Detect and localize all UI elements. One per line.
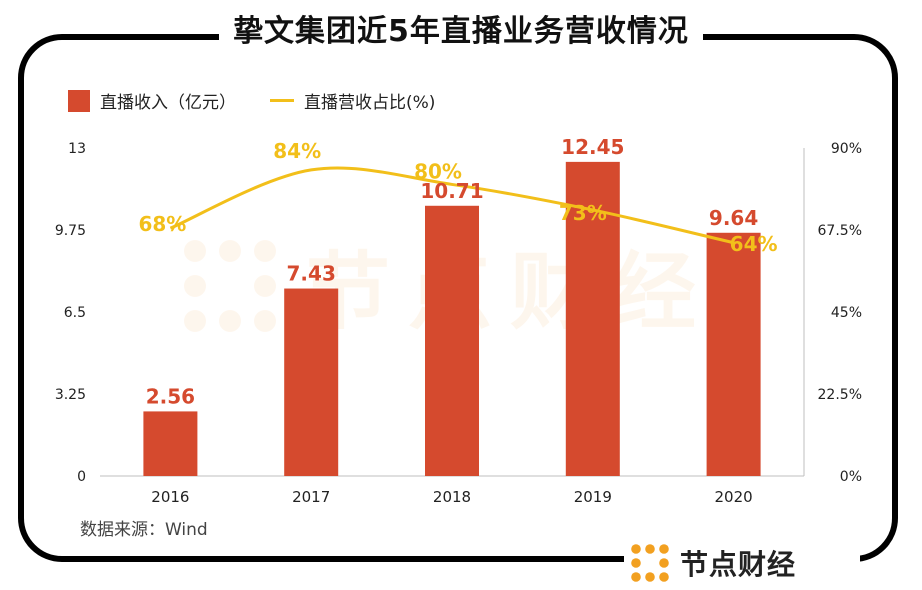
bar-value-label: 12.45 xyxy=(561,135,624,159)
bars xyxy=(143,161,761,477)
right-axis-tick-label: 45% xyxy=(831,305,862,321)
watermark: 节点财经 xyxy=(180,225,714,346)
bar-value-label: 9.64 xyxy=(709,206,758,230)
bar-2020 xyxy=(706,232,761,476)
bar-value-label: 2.56 xyxy=(146,384,195,408)
line-value-label: 64% xyxy=(730,232,778,256)
line-value-label: 80% xyxy=(414,159,462,183)
title-wrap: 挚文集团近5年直播业务营收情况 xyxy=(0,6,922,50)
bar-value-label: 10.71 xyxy=(420,179,483,203)
line-value-label: 84% xyxy=(273,139,321,163)
bar-2017 xyxy=(284,288,339,476)
line-value-label: 68% xyxy=(138,212,186,236)
bar-value-label: 7.43 xyxy=(287,262,336,286)
chart-title: 挚文集团近5年直播业务营收情况 xyxy=(219,6,703,50)
right-axis-tick-label: 22.5% xyxy=(818,387,862,403)
brand-logo-text: 节点财经 xyxy=(680,548,797,581)
legend: 直播收入（亿元） 直播营收占比(%) xyxy=(68,88,435,113)
right-axis-tick-label: 90% xyxy=(831,141,862,157)
legend-line-swatch xyxy=(270,99,294,102)
bar-value-labels: 2.56 7.43 10.71 12.45 9.64 xyxy=(146,135,759,409)
left-axis-ticks: 0 3.25 6.5 9.75 13 xyxy=(55,141,86,485)
brand-logo: 节点财经 xyxy=(624,540,860,586)
x-axis-tick-label: 2019 xyxy=(574,488,612,506)
watermark-logo-icon xyxy=(184,239,276,332)
x-axis-tick-label: 2017 xyxy=(292,488,330,506)
bar-2016 xyxy=(143,411,198,476)
legend-bar-swatch xyxy=(68,89,90,112)
right-axis-tick-label: 67.5% xyxy=(818,223,862,239)
x-axis-tick-label: 2020 xyxy=(715,488,753,506)
left-axis-tick-label: 9.75 xyxy=(55,223,86,239)
source-note: 数据来源：Wind xyxy=(80,520,208,540)
bar-2018 xyxy=(425,205,479,477)
x-axis-ticks: 2016 2017 2018 2019 2020 xyxy=(151,488,752,506)
watermark-text: 节点财经 xyxy=(306,243,715,341)
left-axis-tick-label: 0 xyxy=(77,469,86,485)
left-axis-tick-label: 13 xyxy=(68,141,86,157)
line-value-label: 73% xyxy=(559,201,607,225)
left-axis-tick-label: 3.25 xyxy=(55,387,86,403)
line-value-labels: 68% 84% 80% 73% 64% xyxy=(138,139,777,256)
x-axis-tick-label: 2016 xyxy=(151,488,189,506)
right-axis-tick-label: 0% xyxy=(840,469,862,485)
brand-logo-icon xyxy=(631,544,669,582)
legend-line-label: 直播营收占比(%) xyxy=(304,93,436,113)
share-line xyxy=(169,166,734,245)
legend-bar-label: 直播收入（亿元） xyxy=(100,93,236,113)
x-axis-tick-label: 2018 xyxy=(433,488,471,506)
left-axis-tick-label: 6.5 xyxy=(64,305,86,321)
right-axis-ticks: 0% 22.5% 45% 67.5% 90% xyxy=(818,141,862,485)
